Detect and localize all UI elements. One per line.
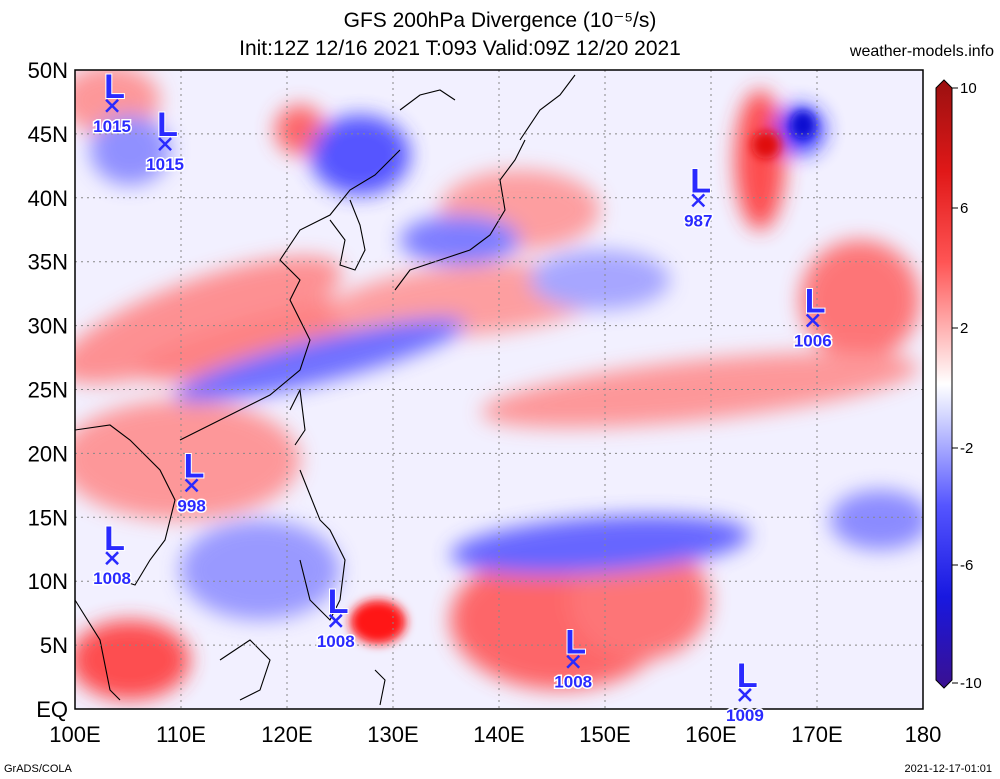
low-center-x xyxy=(105,551,119,566)
lat-label: 5N xyxy=(40,633,68,658)
colorbar-label: 10 xyxy=(960,80,977,97)
lon-label: 130E xyxy=(367,722,418,747)
low-pressure-value: 1008 xyxy=(554,673,592,692)
low-letter: L xyxy=(737,657,758,695)
lat-label: 40N xyxy=(28,186,68,211)
low-pressure-marker: L 1008 xyxy=(315,582,356,653)
lon-label: 170E xyxy=(791,722,842,747)
low-center-x xyxy=(805,313,820,328)
low-pressure-value: 1009 xyxy=(726,706,764,725)
low-pressure-marker: L 1015 xyxy=(145,105,186,176)
low-pressure-value: 1015 xyxy=(146,155,184,174)
low-pressure-marker: L 987 xyxy=(683,161,714,232)
colorbar-label: -2 xyxy=(960,440,973,457)
low-center-x xyxy=(691,193,706,208)
chart-subtitle: Init:12Z 12/16 2021 T:093 Valid:09Z 12/2… xyxy=(239,37,681,60)
map-frame xyxy=(74,69,924,710)
lon-label: 140E xyxy=(473,722,524,747)
colorbar-label: -10 xyxy=(960,675,982,692)
low-pressure-value: 1008 xyxy=(317,632,355,651)
low-center-x xyxy=(105,98,119,113)
footer-timestamp: 2021-12-17-01:01 xyxy=(904,763,992,775)
low-pressure-value: 1008 xyxy=(93,569,131,588)
lat-label: 45N xyxy=(28,122,68,147)
low-pressure-marker: L 1008 xyxy=(92,519,133,590)
low-center-x xyxy=(328,613,343,628)
low-pressure-marker: L 1015 xyxy=(92,67,133,138)
low-pressure-marker: L 1008 xyxy=(553,623,594,694)
low-letter: L xyxy=(565,624,586,662)
low-letter: L xyxy=(805,282,826,320)
lat-label: 15N xyxy=(28,505,68,530)
low-center-x xyxy=(738,688,752,702)
lon-label: 180 xyxy=(905,722,942,747)
lat-label: 35N xyxy=(28,250,68,275)
low-pressure-marker: L 1009 xyxy=(725,656,766,727)
colorbar-label: -6 xyxy=(960,557,973,574)
site-credit: weather-models.info xyxy=(849,43,994,60)
low-letter: L xyxy=(690,162,711,200)
low-pressure-marker: L 998 xyxy=(176,446,207,516)
low-center-x xyxy=(184,478,199,493)
low-pressure-marker: L 1006 xyxy=(792,281,833,352)
footer-credit: GrADS/COLA xyxy=(4,763,72,775)
colorbar: 10 6 2 -2 -6 -10 xyxy=(935,79,982,692)
lat-label: 20N xyxy=(28,441,68,466)
low-letter: L xyxy=(157,106,178,144)
lat-label: 30N xyxy=(28,314,68,339)
lon-label: 100E xyxy=(49,722,100,747)
lat-label: 50N xyxy=(28,58,68,83)
lon-label: 150E xyxy=(579,722,630,747)
low-letter: L xyxy=(104,520,125,558)
lon-label: 120E xyxy=(261,722,312,747)
low-center-x xyxy=(158,137,172,152)
low-letter: L xyxy=(104,68,125,106)
lat-label: 25N xyxy=(28,378,68,403)
lat-label: 10N xyxy=(28,569,68,594)
colorbar-label: 2 xyxy=(960,320,968,337)
low-pressure-value: 1006 xyxy=(794,331,832,350)
low-letter: L xyxy=(184,447,205,485)
low-letter: L xyxy=(328,583,349,621)
chart-title: GFS 200hPa Divergence (10⁻⁵/s) xyxy=(343,9,657,32)
lon-label: 110E xyxy=(156,722,206,747)
colorbar-label: 6 xyxy=(960,200,968,217)
low-pressure-value: 987 xyxy=(684,211,712,230)
low-center-x xyxy=(566,654,581,669)
lon-label: 160E xyxy=(685,722,736,747)
low-pressure-value: 998 xyxy=(177,496,205,515)
lat-label: EQ xyxy=(36,697,68,722)
low-pressure-value: 1015 xyxy=(93,117,131,136)
